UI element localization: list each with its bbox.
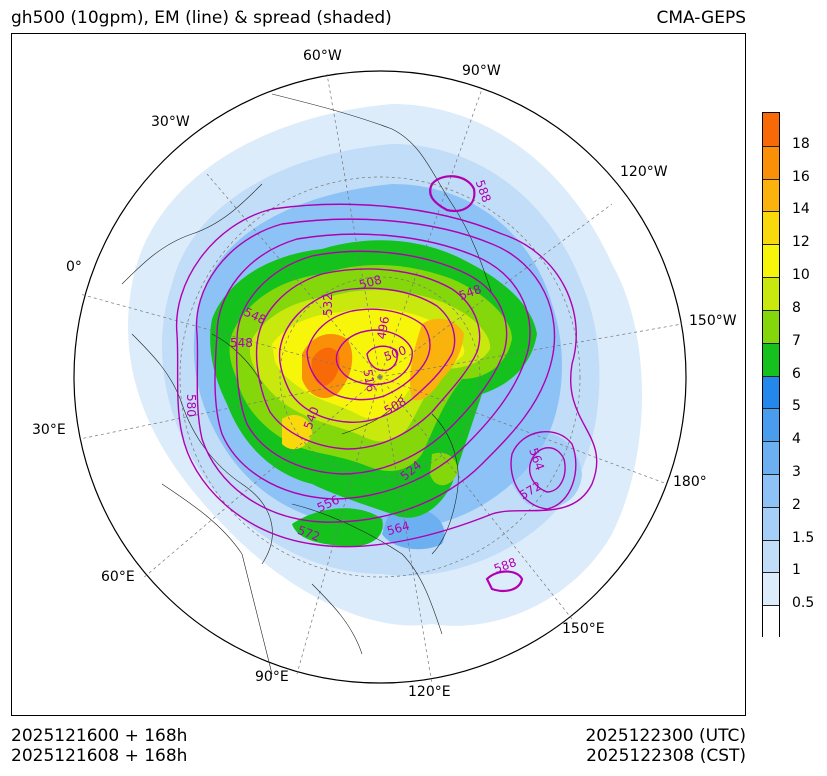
colorbar-tick-label: 1.5: [792, 529, 815, 546]
lon-label: 90°W: [462, 63, 501, 79]
map-boundary: [73, 70, 687, 684]
lon-label: 30°E: [32, 422, 66, 438]
init-time-utc: 2025121600 + 168h: [11, 726, 188, 746]
contour-label: 508: [358, 273, 384, 292]
height-contours: [175, 175, 598, 593]
colorbar-segment: [763, 605, 779, 638]
colorbar-tick-label: 6: [792, 365, 801, 382]
valid-time-utc: 2025122300 (UTC): [585, 726, 746, 746]
colorbar-tick-label: 18: [792, 135, 810, 152]
colorbar-segment: [763, 211, 779, 245]
colorbar-tick-label: 7: [792, 332, 801, 349]
colorbar-tick-label: 2: [792, 496, 801, 513]
coastlines: [121, 93, 493, 675]
init-time: 2025121600 + 168h 2025121608 + 168h: [11, 726, 187, 766]
colorbar-segment: [763, 178, 779, 212]
map-panel: 588 548 548 508 532 548 496 500 516 508 …: [11, 33, 746, 716]
colorbar-tick-label: 3: [792, 463, 801, 480]
colorbar-tick-label: 5: [792, 398, 801, 415]
valid-time-cst: 2025122308 (CST): [586, 746, 746, 766]
colorbar-segment: [763, 408, 779, 442]
contour-label: 580: [184, 394, 198, 417]
colorbar-tick-label: 0.5: [792, 595, 815, 612]
valid-time: 2025122300 (UTC) 2025122308 (CST): [585, 726, 746, 766]
colorbar-tick-label: 4: [792, 431, 801, 448]
colorbar-segment: [763, 539, 779, 573]
colorbar-tick-label: 14: [792, 201, 810, 218]
contour-labels: 588 548 548 508 532 548 496 500 516 508 …: [184, 178, 547, 576]
contour-label: 516: [360, 368, 378, 393]
colorbar-tick-label: 8: [792, 299, 801, 316]
colorbar-segment: [763, 375, 779, 409]
contour-label: 564: [385, 519, 411, 538]
colorbar-tick-label: 10: [792, 267, 810, 284]
colorbar: [762, 112, 780, 638]
colorbar-segment: [763, 277, 779, 310]
colorbar-tick-label: 1: [792, 562, 801, 579]
colorbar-segment: [763, 506, 779, 540]
colorbar-segment: [763, 244, 779, 278]
init-time-cst: 2025121608 + 168h: [11, 746, 188, 766]
spread-shading: [128, 104, 642, 626]
lon-label: 150°W: [689, 313, 737, 329]
graticule: [79, 73, 683, 685]
lon-label: 0°: [66, 259, 82, 275]
map-title: gh500 (10gpm), EM (line) & spread (shade…: [11, 8, 392, 28]
colorbar-segment: [763, 572, 779, 606]
lon-label: 180°: [673, 474, 707, 490]
lon-label: 60°W: [303, 48, 342, 64]
lon-label: 30°W: [151, 114, 190, 130]
colorbar-segment: [763, 309, 779, 343]
colorbar-segment: [763, 473, 779, 507]
colorbar-segment: [763, 113, 779, 146]
colorbar-segment: [763, 441, 779, 474]
contour-label: 496: [374, 315, 392, 340]
lon-label: 120°W: [620, 164, 668, 180]
colorbar-tick-label: 16: [792, 168, 810, 185]
polar-map: 588 548 548 508 532 548 496 500 516 508 …: [73, 70, 687, 685]
contour-label: 548: [230, 336, 253, 350]
colorbar-segment: [763, 145, 779, 179]
lon-label: 60°E: [101, 569, 135, 585]
model-name: CMA-GEPS: [656, 8, 746, 28]
lon-label: 120°E: [408, 684, 451, 700]
colorbar-tick-label: 12: [792, 234, 810, 251]
colorbar-segment: [763, 342, 779, 376]
lon-label: 90°E: [255, 669, 289, 685]
contour-label: 532: [321, 293, 335, 316]
lon-label: 150°E: [562, 621, 605, 637]
